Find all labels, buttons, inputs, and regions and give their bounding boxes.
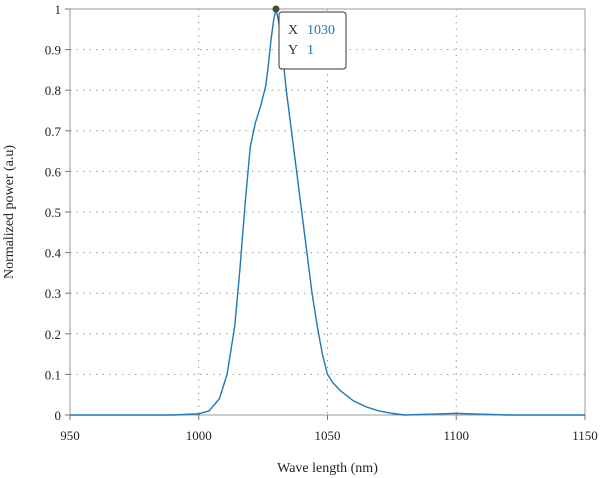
x-tick-label: 1150 <box>572 428 598 443</box>
x-axis-title: Wave length (nm) <box>277 461 378 476</box>
x-tick-label: 1000 <box>186 428 212 443</box>
y-tick-label: 0.3 <box>45 286 61 301</box>
y-tick-label: 0.7 <box>45 124 62 139</box>
y-tick-label: 0 <box>55 408 62 423</box>
x-tick-label: 1050 <box>315 428 341 443</box>
tooltip: X 1030 Y 1 <box>278 11 347 70</box>
y-tick-label: 0.6 <box>45 164 62 179</box>
axis-ticks: 950 1000 1050 1100 1150 0 0.1 0.2 0.3 0.4 0.5 0.6 0.… <box>45 2 598 443</box>
y-tick-label: 0.4 <box>45 246 62 261</box>
y-tick-label: 0.2 <box>45 327 61 342</box>
y-tick-label: 0.9 <box>45 43 61 58</box>
y-tick-label: 0.8 <box>45 83 61 98</box>
x-tick-label: 1100 <box>443 428 469 443</box>
series-line <box>70 8 585 416</box>
y-tick-label: 0.5 <box>45 205 61 220</box>
tooltip-box <box>278 11 347 70</box>
y-tick-label: 1 <box>55 2 62 17</box>
y-tick-label: 0.1 <box>45 367 61 382</box>
tooltip-y-key: Y <box>288 43 298 58</box>
tooltip-y-value: 1 <box>307 43 314 58</box>
x-tick-label: 950 <box>60 428 80 443</box>
hover-point[interactable] <box>272 5 280 13</box>
tooltip-x-key: X <box>288 23 298 38</box>
tooltip-x-value: 1030 <box>307 23 335 38</box>
y-axis-title: Normalized power (a.u) <box>2 145 17 279</box>
grid <box>70 9 585 415</box>
